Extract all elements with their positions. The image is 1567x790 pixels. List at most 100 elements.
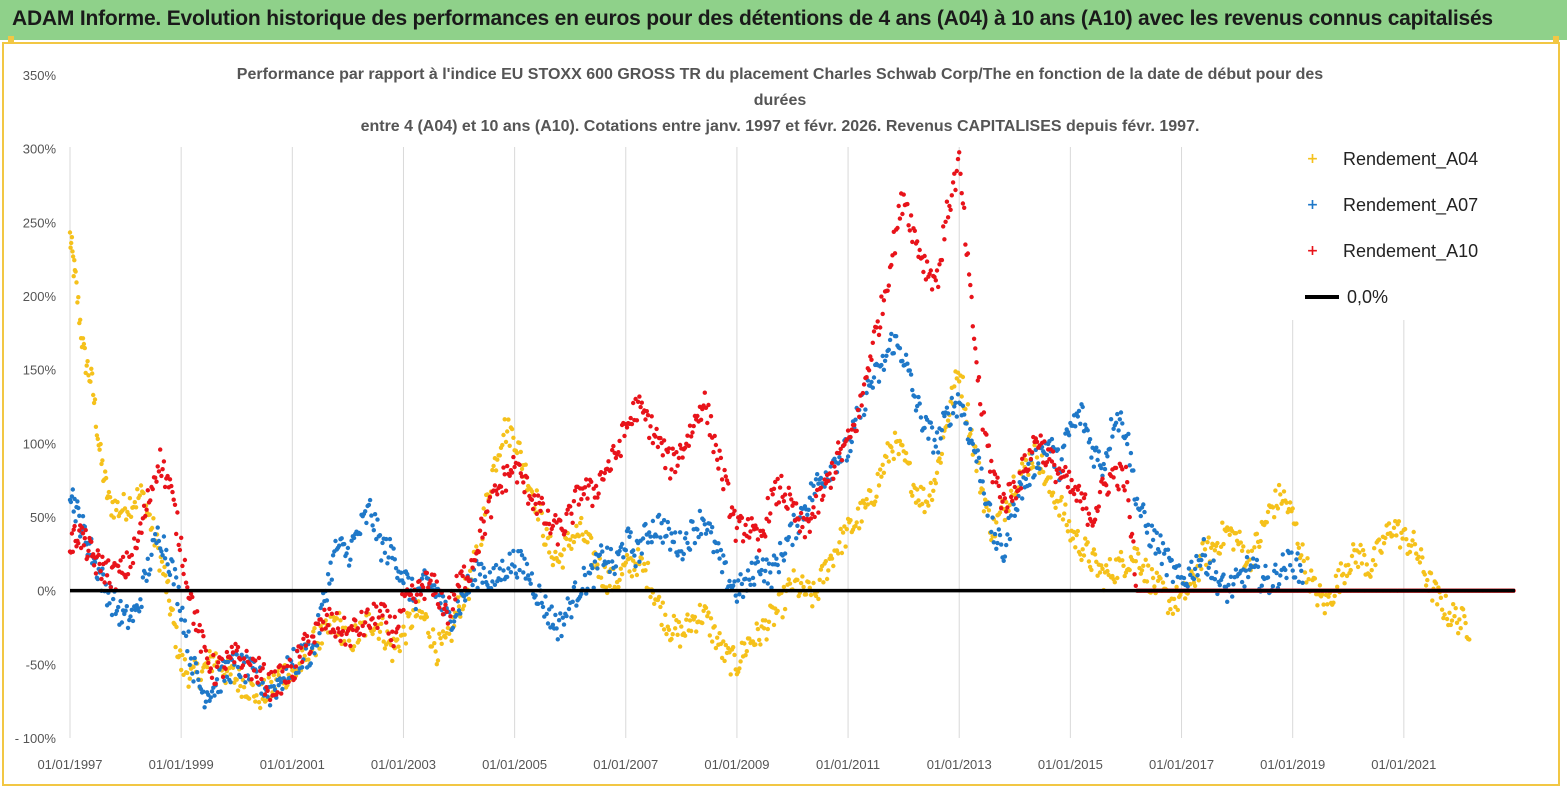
point-Rendement_A07 xyxy=(1107,446,1113,451)
point-Rendement_A04 xyxy=(238,683,243,689)
point-Rendement_A07 xyxy=(582,572,588,578)
point-Rendement_A10 xyxy=(188,591,194,596)
point-Rendement_A10 xyxy=(256,655,262,661)
point-Rendement_A10 xyxy=(771,486,777,491)
point-Rendement_A10 xyxy=(480,535,485,540)
point-Rendement_A10 xyxy=(300,659,305,665)
point-Rendement_A10 xyxy=(456,584,462,589)
point-Rendement_A07 xyxy=(595,566,600,571)
point-Rendement_A07 xyxy=(806,507,811,512)
point-Rendement_A04 xyxy=(829,556,835,561)
point-Rendement_A10 xyxy=(524,475,530,480)
point-Rendement_A07 xyxy=(519,553,525,558)
point-Rendement_A10 xyxy=(411,596,416,601)
point-Rendement_A04 xyxy=(258,705,263,711)
point-Rendement_A04 xyxy=(1333,573,1339,579)
point-Rendement_A04 xyxy=(241,685,247,690)
point-Rendement_A04 xyxy=(1057,513,1062,518)
point-Rendement_A07 xyxy=(565,596,570,601)
point-Rendement_A07 xyxy=(1004,542,1009,548)
point-Rendement_A04 xyxy=(780,615,785,620)
point-Rendement_A04 xyxy=(170,607,175,612)
point-Rendement_A10 xyxy=(861,382,867,387)
point-Rendement_A04 xyxy=(826,568,831,573)
point-Rendement_A04 xyxy=(666,627,672,632)
point-Rendement_A07 xyxy=(300,665,305,670)
point-Rendement_A04 xyxy=(1171,596,1177,602)
point-Rendement_A04 xyxy=(726,646,731,651)
point-Rendement_A04 xyxy=(1276,482,1282,488)
point-Rendement_A04 xyxy=(1325,602,1330,607)
point-Rendement_A07 xyxy=(479,561,484,567)
point-Rendement_A07 xyxy=(1144,530,1150,535)
point-Rendement_A10 xyxy=(569,511,574,516)
point-Rendement_A07 xyxy=(511,548,516,554)
point-Rendement_A07 xyxy=(574,603,579,608)
point-Rendement_A07 xyxy=(188,656,194,661)
point-Rendement_A04 xyxy=(701,608,706,613)
point-Rendement_A10 xyxy=(495,492,500,497)
point-Rendement_A04 xyxy=(821,580,826,585)
point-Rendement_A10 xyxy=(342,615,347,620)
point-Rendement_A10 xyxy=(687,423,693,428)
point-Rendement_A04 xyxy=(1115,575,1120,581)
point-Rendement_A10 xyxy=(1081,495,1087,501)
point-Rendement_A10 xyxy=(338,638,343,644)
point-Rendement_A04 xyxy=(427,634,432,640)
point-Rendement_A04 xyxy=(1141,563,1146,568)
point-Rendement_A07 xyxy=(692,540,698,546)
point-Rendement_A04 xyxy=(927,493,932,498)
point-Rendement_A10 xyxy=(928,268,933,273)
point-Rendement_A07 xyxy=(711,549,716,555)
point-Rendement_A10 xyxy=(503,488,509,493)
point-Rendement_A04 xyxy=(370,631,375,637)
point-Rendement_A10 xyxy=(78,545,84,551)
point-Rendement_A10 xyxy=(169,483,174,489)
point-Rendement_A10 xyxy=(838,446,843,452)
point-Rendement_A10 xyxy=(770,492,775,497)
point-Rendement_A10 xyxy=(907,228,912,233)
point-Rendement_A07 xyxy=(684,531,689,536)
point-Rendement_A10 xyxy=(97,561,102,567)
point-Rendement_A04 xyxy=(173,644,178,650)
point-Rendement_A10 xyxy=(1064,473,1069,478)
point-Rendement_A07 xyxy=(119,620,125,625)
point-Rendement_A07 xyxy=(1008,513,1014,518)
point-Rendement_A10 xyxy=(79,525,85,530)
point-Rendement_A10 xyxy=(1133,583,1139,588)
point-Rendement_A07 xyxy=(929,425,935,430)
point-Rendement_A04 xyxy=(1217,551,1223,556)
point-Rendement_A10 xyxy=(108,585,114,590)
point-Rendement_A04 xyxy=(564,536,569,542)
point-Rendement_A04 xyxy=(801,584,806,590)
point-Rendement_A10 xyxy=(663,465,668,471)
point-Rendement_A07 xyxy=(1160,541,1166,546)
point-Rendement_A10 xyxy=(571,499,577,504)
point-Rendement_A04 xyxy=(1063,502,1068,507)
point-Rendement_A10 xyxy=(845,428,851,433)
point-Rendement_A10 xyxy=(241,656,247,661)
point-Rendement_A04 xyxy=(1139,568,1145,573)
point-Rendement_A07 xyxy=(734,599,740,604)
point-Rendement_A10 xyxy=(129,552,134,558)
point-Rendement_A04 xyxy=(1237,529,1242,534)
point-Rendement_A04 xyxy=(755,626,761,632)
point-Rendement_A04 xyxy=(715,635,720,640)
point-Rendement_A10 xyxy=(512,464,517,470)
point-Rendement_A04 xyxy=(207,649,212,654)
point-Rendement_A04 xyxy=(132,500,137,505)
point-Rendement_A10 xyxy=(944,199,950,204)
point-Rendement_A04 xyxy=(737,666,742,671)
point-Rendement_A10 xyxy=(216,660,221,665)
point-Rendement_A04 xyxy=(1073,545,1078,550)
point-Rendement_A04 xyxy=(1170,611,1176,616)
point-Rendement_A10 xyxy=(596,491,601,496)
point-Rendement_A07 xyxy=(1059,457,1064,462)
point-Rendement_A10 xyxy=(350,627,355,633)
point-Rendement_A10 xyxy=(434,579,439,584)
point-Rendement_A10 xyxy=(789,497,794,502)
point-Rendement_A10 xyxy=(618,453,623,459)
point-Rendement_A10 xyxy=(453,597,458,602)
point-Rendement_A04 xyxy=(1394,533,1399,538)
point-Rendement_A04 xyxy=(69,240,74,246)
